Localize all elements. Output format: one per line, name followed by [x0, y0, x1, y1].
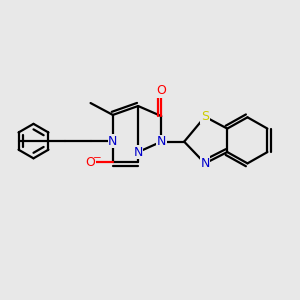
Text: N: N	[157, 135, 166, 148]
Text: S: S	[201, 110, 209, 123]
Text: O: O	[156, 84, 166, 97]
Text: N: N	[134, 146, 143, 159]
Text: O: O	[85, 156, 95, 169]
Text: N: N	[200, 157, 210, 170]
Text: N: N	[108, 135, 118, 148]
Text: −: −	[93, 153, 101, 163]
